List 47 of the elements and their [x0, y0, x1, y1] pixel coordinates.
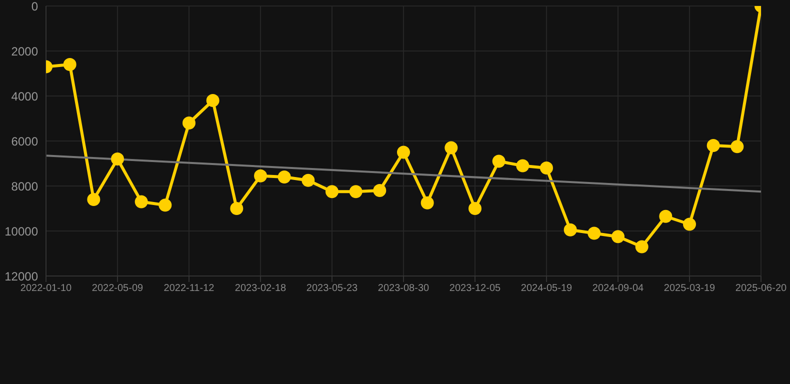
point	[254, 169, 267, 182]
point	[588, 226, 601, 240]
x-tick-label: 2023-08-30	[378, 283, 430, 294]
point	[326, 185, 338, 198]
point	[730, 140, 744, 154]
x-tick-label: 2023-05-23	[306, 283, 358, 294]
y-tick-label: 8000	[11, 179, 38, 194]
y-tick-label: 2000	[11, 44, 38, 58]
point	[635, 240, 648, 254]
point	[683, 218, 696, 231]
point	[468, 202, 482, 215]
point	[206, 94, 220, 107]
x-tick-label: 2024-09-04	[592, 283, 644, 294]
point	[349, 185, 362, 198]
y-tick-label: 0	[31, 0, 38, 14]
point	[302, 174, 315, 187]
point	[612, 230, 624, 244]
y-tick-label: 12000	[4, 269, 38, 284]
x-tick-label: 2022-05-09	[92, 283, 144, 294]
x-tick-label: 2025-03-19	[664, 283, 716, 294]
point	[492, 154, 506, 168]
point	[659, 210, 672, 223]
point	[230, 202, 244, 215]
point	[420, 196, 434, 210]
point	[111, 152, 124, 166]
x-tick-label: 2025-06-20	[735, 283, 788, 294]
y-tick-label: 6000	[11, 134, 38, 148]
point	[87, 193, 100, 206]
y-tick-label: 10000	[4, 224, 38, 238]
x-tick-label: 2022-11-12	[164, 283, 215, 294]
point	[444, 141, 458, 154]
point	[134, 195, 148, 208]
point	[63, 58, 76, 71]
point	[278, 170, 291, 184]
point	[182, 116, 196, 130]
y-tick-label: 4000	[11, 89, 38, 104]
x-tick-label: 2023-12-05	[449, 283, 502, 294]
point	[397, 146, 410, 159]
x-tick-label: 2024-05-19	[520, 283, 573, 294]
point	[516, 159, 530, 172]
x-tick-label: 2022-01-10	[20, 283, 72, 294]
x-tick-label: 2023-02-18	[234, 283, 287, 294]
point	[706, 139, 720, 152]
point	[564, 223, 577, 236]
point	[540, 162, 553, 174]
point	[158, 198, 172, 212]
point	[373, 184, 386, 197]
